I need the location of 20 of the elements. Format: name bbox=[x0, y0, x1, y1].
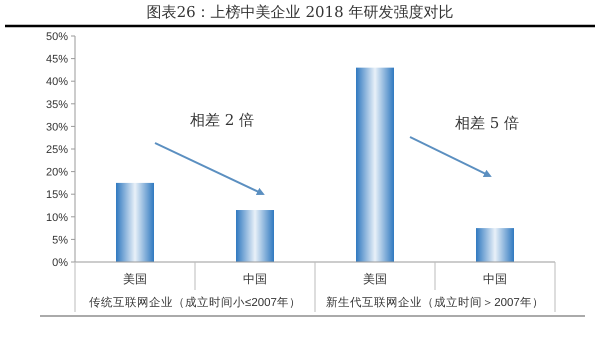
x-tick-label: 中国 bbox=[243, 272, 267, 286]
y-tick-label: 35% bbox=[46, 98, 68, 111]
annotation: 相差 5 倍 bbox=[454, 114, 520, 132]
y-tick-label: 20% bbox=[46, 166, 68, 179]
x-tick-label: 美国 bbox=[123, 272, 147, 286]
y-tick-label: 45% bbox=[46, 54, 68, 66]
y-tick-label: 50% bbox=[46, 31, 68, 43]
y-tick-label: 30% bbox=[46, 121, 68, 134]
x-tick-label: 中国 bbox=[483, 272, 507, 286]
annotation: 相差 2 倍 bbox=[190, 111, 254, 129]
y-tick-label: 25% bbox=[46, 144, 68, 156]
text: 新生代互联网企业（成立时间＞2007年） bbox=[326, 295, 544, 309]
y-tick-label: 40% bbox=[46, 76, 68, 88]
y-tick-label: 10% bbox=[46, 212, 68, 224]
y-tick-label: 0% bbox=[52, 257, 68, 269]
y-tick-label: 5% bbox=[52, 234, 68, 246]
chart-title: 图表26：上榜中美企业 2018 年研发强度对比 bbox=[146, 3, 454, 21]
text: 传统互联网企业（成立时间小≤2007年） bbox=[89, 295, 301, 309]
x-tick-label: 美国 bbox=[363, 272, 387, 286]
y-tick-label: 15% bbox=[46, 189, 68, 202]
